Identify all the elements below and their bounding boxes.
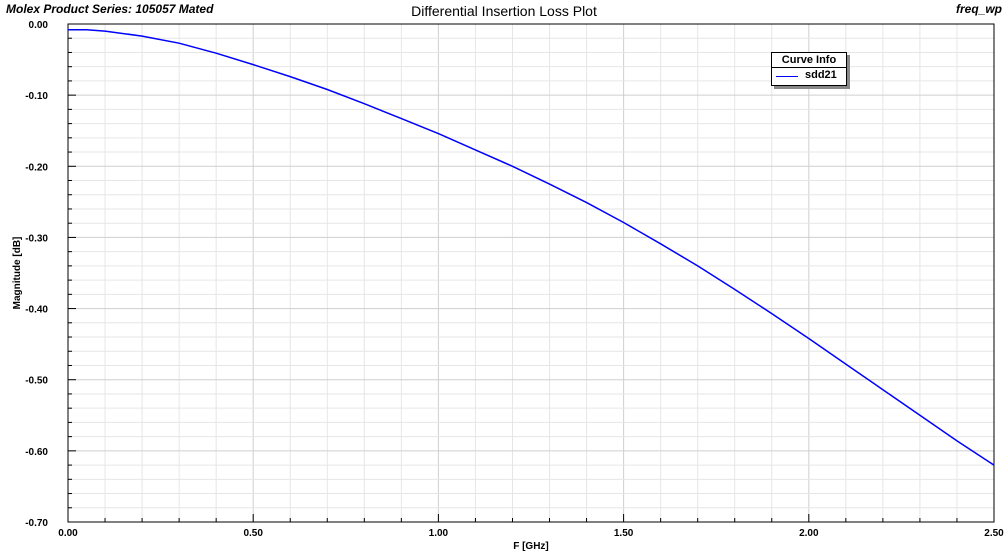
chart-title: Differential Insertion Loss Plot <box>411 3 597 19</box>
legend-swatch-sdd21 <box>776 76 798 77</box>
y-axis-label: Magnitude [dB] <box>12 237 23 310</box>
x-tick-label: 2.00 <box>799 528 819 539</box>
header-setup-name: freq_wp <box>955 2 1002 16</box>
x-tick-label: 1.50 <box>614 528 634 539</box>
x-tick-label: 0.50 <box>243 528 263 539</box>
y-tick-label: -0.10 <box>25 91 48 102</box>
y-tick-label: 0.00 <box>29 20 49 31</box>
legend[interactable]: Curve Info sdd21 <box>771 52 847 86</box>
y-tick-label: -0.70 <box>25 518 48 529</box>
axis-ticks: 0.00 0.50 1.00 1.50 2.00 2.50 0.00 -0.10 -0.20 -0… <box>25 20 1004 539</box>
series-line-sdd21 <box>68 28 995 466</box>
x-tick-label: 2.50 <box>984 528 1004 539</box>
x-tick-label: 1.00 <box>429 528 449 539</box>
plot-frame <box>67 23 995 523</box>
header-product-series: Molex Product Series: 105057 Mated <box>6 2 214 16</box>
y-tick-label: -0.20 <box>25 162 48 173</box>
x-axis-label: F [GHz] <box>513 541 549 552</box>
y-tick-label: -0.40 <box>25 305 48 316</box>
legend-title: Curve Info <box>772 54 846 68</box>
y-tick-label: -0.50 <box>25 376 48 387</box>
series-layer <box>68 28 995 466</box>
x-tick-label: 0.00 <box>58 528 78 539</box>
y-tick-label: -0.30 <box>25 233 48 244</box>
chart-grid <box>67 23 995 523</box>
legend-label-sdd21: sdd21 <box>805 69 837 81</box>
y-tick-label: -0.60 <box>25 447 48 458</box>
